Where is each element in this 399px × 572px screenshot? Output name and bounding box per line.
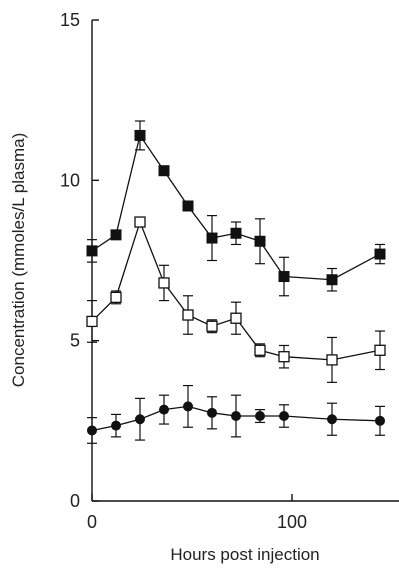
data-point-series-0 (182, 200, 194, 212)
data-point-series-0 (374, 248, 386, 260)
data-point-series-1 (182, 309, 194, 321)
data-point-series-2 (111, 420, 121, 431)
data-point-series-0 (326, 274, 338, 286)
x-tick-label: 100 (277, 512, 307, 532)
y-axis-title: Concentration (mmoles/L plasma) (9, 133, 28, 387)
data-point-series-0 (134, 129, 146, 141)
data-point-series-2 (231, 411, 241, 422)
data-point-series-2 (183, 401, 193, 412)
data-point-series-0 (254, 235, 266, 247)
data-point-series-0 (278, 271, 290, 283)
data-point-series-2 (255, 411, 265, 422)
y-tick-label: 15 (60, 10, 80, 30)
data-point-series-2 (159, 404, 169, 415)
x-tick-label: 0 (87, 512, 97, 532)
data-point-series-0 (86, 245, 98, 257)
data-point-series-1 (230, 312, 242, 324)
data-point-series-1 (326, 354, 338, 366)
data-point-series-1 (278, 351, 290, 363)
data-point-series-2 (87, 425, 97, 436)
axes (91, 20, 399, 502)
data-point-series-0 (158, 165, 170, 177)
data-point-series-2 (327, 414, 337, 425)
y-tick-label: 0 (70, 491, 80, 511)
data-point-series-1 (254, 344, 266, 356)
data-point-series-1 (110, 291, 122, 304)
ticks: 0 5 10 15 0 100 (60, 10, 307, 532)
data-point-series-2 (279, 411, 289, 422)
data-point-series-2 (135, 414, 145, 425)
data-point-series-2 (375, 415, 385, 426)
x-axis-title: Hours post injection (170, 545, 319, 564)
data-point-series-0 (110, 229, 122, 241)
data-point-series-1 (86, 315, 98, 328)
data-point-series-1 (158, 277, 170, 289)
data-point-series-1 (134, 216, 146, 228)
series-line-0 (91, 133, 381, 281)
data-point-series-1 (374, 344, 386, 356)
data-point-series-0 (230, 227, 242, 239)
data-point-series-2 (207, 407, 217, 418)
y-tick-label: 10 (60, 170, 80, 190)
data-point-series-0 (206, 232, 218, 244)
series-markers (86, 129, 386, 436)
data-point-series-1 (206, 320, 218, 332)
y-tick-label: 5 (70, 331, 80, 351)
